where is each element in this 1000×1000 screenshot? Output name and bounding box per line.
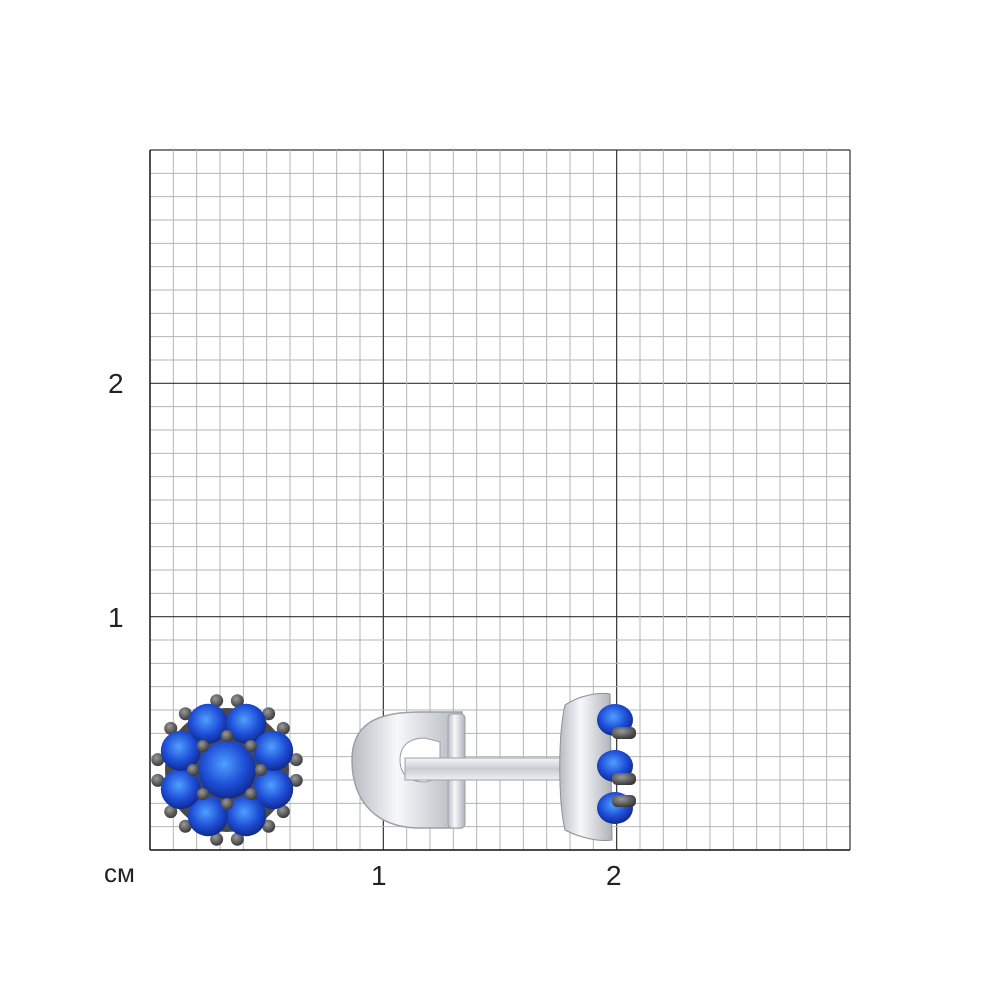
earring-side-view [351,692,636,841]
prong [276,721,290,735]
prong [164,721,178,735]
y-tick-label-2: 2 [108,368,124,399]
prong [151,753,165,767]
prong [262,707,276,721]
outer-stone [160,730,201,771]
outer-stone [226,703,267,744]
prong [289,753,303,767]
earring-front-view [151,694,303,846]
y-tick-label-1: 1 [108,602,124,633]
side-prong [612,773,636,785]
prong [221,798,233,810]
prong [210,832,224,846]
prong [196,739,209,752]
prong [221,730,233,742]
outer-stone [160,769,201,810]
prong [255,764,267,776]
x-tick-label-2: 2 [606,860,622,891]
outer-stone [253,769,294,810]
prong [289,773,303,787]
unit-label: см [104,858,135,888]
prong [187,764,199,776]
prong [178,707,192,721]
prong [164,805,178,819]
x-tick-label-1: 1 [371,860,387,891]
earring-post [404,757,566,781]
prong [245,739,258,752]
prong [230,832,244,846]
outer-stone [226,796,267,837]
prong [262,819,276,833]
outer-stone [253,730,294,771]
prong [230,694,244,708]
prong [210,694,224,708]
side-prong [612,727,636,739]
prong [196,788,209,801]
outer-stone [187,703,228,744]
prong [178,819,192,833]
outer-stone [187,796,228,837]
prong [151,773,165,787]
side-prong [612,795,636,807]
center-stone [198,741,256,799]
prong [245,788,258,801]
prong [276,805,290,819]
